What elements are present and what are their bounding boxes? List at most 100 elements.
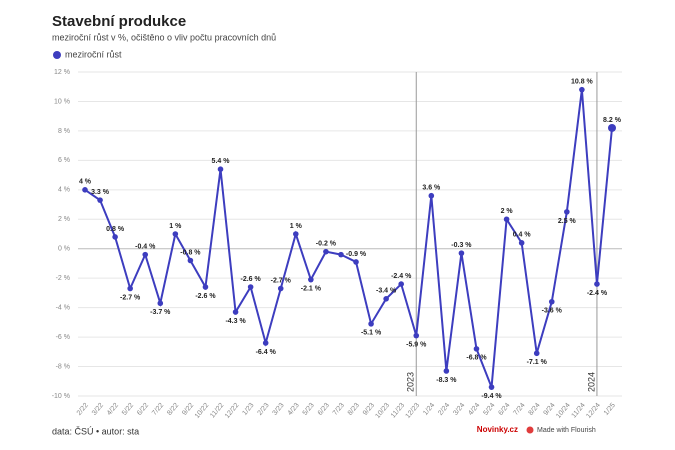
point <box>323 248 329 255</box>
value-label: 3.3 % <box>91 189 110 196</box>
annotation-label: 2024 <box>586 372 596 392</box>
source: data: ČSÚ • autor: sta <box>52 426 139 436</box>
x-tick-label: 6/24 <box>497 402 511 417</box>
x-tick-label: 12/22 <box>224 402 241 420</box>
x-tick-label: 11/23 <box>390 402 406 420</box>
point <box>338 251 344 258</box>
y-tick-label: 12 % <box>54 69 70 76</box>
value-label: 2.5 % <box>558 218 577 225</box>
y-tick-label: 10 % <box>54 98 70 105</box>
point <box>533 350 540 357</box>
value-label: -3.7 % <box>150 309 171 316</box>
point <box>548 298 555 305</box>
value-label: -2.4 % <box>391 273 412 280</box>
x-tick-label: 8/23 <box>347 402 361 417</box>
x-tick-label: 10/22 <box>194 402 211 420</box>
x-tick-label: 12/23 <box>405 402 422 420</box>
y-tick-label: -4 % <box>56 304 70 311</box>
x-tick-label: 3/24 <box>452 402 466 417</box>
point <box>488 384 495 390</box>
value-label: 4 % <box>79 179 92 186</box>
value-label: -8.3 % <box>436 377 457 384</box>
credit: Made with Flourish <box>537 427 596 434</box>
value-label: -2.7 % <box>271 277 292 284</box>
point <box>262 340 269 346</box>
value-label: 2 % <box>501 208 514 215</box>
value-label: -0.3 % <box>451 242 472 249</box>
point <box>127 285 133 292</box>
value-label: 3.6 % <box>422 185 441 192</box>
point <box>428 192 435 199</box>
x-tick-label: 10/23 <box>374 402 391 420</box>
point <box>217 166 224 172</box>
x-tick-label: 4/22 <box>106 402 120 417</box>
point <box>443 368 450 374</box>
x-tick-label: 2/23 <box>257 402 271 417</box>
point <box>579 86 585 93</box>
point <box>564 209 570 215</box>
value-label: 1 % <box>169 223 182 230</box>
x-tick-label: 1/25 <box>603 402 617 417</box>
x-tick-label: 10/24 <box>555 402 572 420</box>
x-tick-label: 4/23 <box>287 402 301 417</box>
value-label: -3.4 % <box>376 288 397 295</box>
x-tick-label: 1/24 <box>422 402 436 417</box>
y-tick-label: 4 % <box>58 187 70 194</box>
point <box>97 197 103 203</box>
value-label: -6.4 % <box>256 349 277 356</box>
y-tick-label: 6 % <box>58 157 70 164</box>
value-label: -2.7 % <box>120 294 141 301</box>
value-label: -7.1 % <box>527 359 548 366</box>
x-tick-label: 7/22 <box>151 402 165 417</box>
point <box>353 259 359 265</box>
x-tick-label: 5/22 <box>121 402 135 417</box>
x-tick-label: 2/24 <box>437 402 451 417</box>
point <box>413 332 420 339</box>
y-tick-label: 8 % <box>58 128 70 135</box>
x-tick-label: 6/23 <box>317 402 331 417</box>
x-tick-label: 1/23 <box>241 402 255 417</box>
point <box>608 123 616 132</box>
legend-label: meziroční růst <box>65 49 122 59</box>
value-label: 0.8 % <box>106 226 125 233</box>
point <box>518 240 525 246</box>
value-label: -2.1 % <box>301 285 322 292</box>
value-label: -0.9 % <box>346 251 367 258</box>
point <box>157 300 164 307</box>
annotation-label: 2023 <box>406 372 416 392</box>
y-tick-label: -10 % <box>52 393 70 400</box>
y-tick-label: -6 % <box>56 334 70 341</box>
value-label: -0.8 % <box>180 249 201 256</box>
x-tick-label: 7/24 <box>512 402 526 417</box>
legend-marker <box>53 51 61 59</box>
value-label: 5.4 % <box>212 158 231 165</box>
point <box>232 309 239 315</box>
x-tick-label: 8/24 <box>528 402 542 417</box>
value-label: -2.4 % <box>587 290 608 297</box>
value-label: -0.4 % <box>135 243 156 250</box>
point <box>187 257 194 264</box>
x-tick-label: 12/24 <box>585 402 602 420</box>
point <box>503 216 510 223</box>
point <box>293 231 299 237</box>
point <box>82 187 88 193</box>
x-tick-label: 7/23 <box>332 402 346 417</box>
value-label: -5.1 % <box>361 330 382 337</box>
value-label: -3.6 % <box>542 308 563 315</box>
chart-subtitle: meziroční růst v %, očištěno o vliv počt… <box>52 32 276 42</box>
point <box>172 231 179 237</box>
value-label: 1 % <box>290 223 303 230</box>
y-tick-label: -2 % <box>56 275 70 282</box>
point <box>473 346 480 352</box>
x-tick-label: 11/22 <box>209 402 225 420</box>
value-label: -6.8 % <box>466 355 487 362</box>
x-tick-label: 4/24 <box>467 402 481 417</box>
point <box>308 276 314 283</box>
point <box>142 251 149 258</box>
point <box>247 284 254 290</box>
point <box>458 250 465 256</box>
line <box>84 89 613 388</box>
y-tick-label: -8 % <box>56 363 70 370</box>
value-label: -2.6 % <box>241 276 262 283</box>
